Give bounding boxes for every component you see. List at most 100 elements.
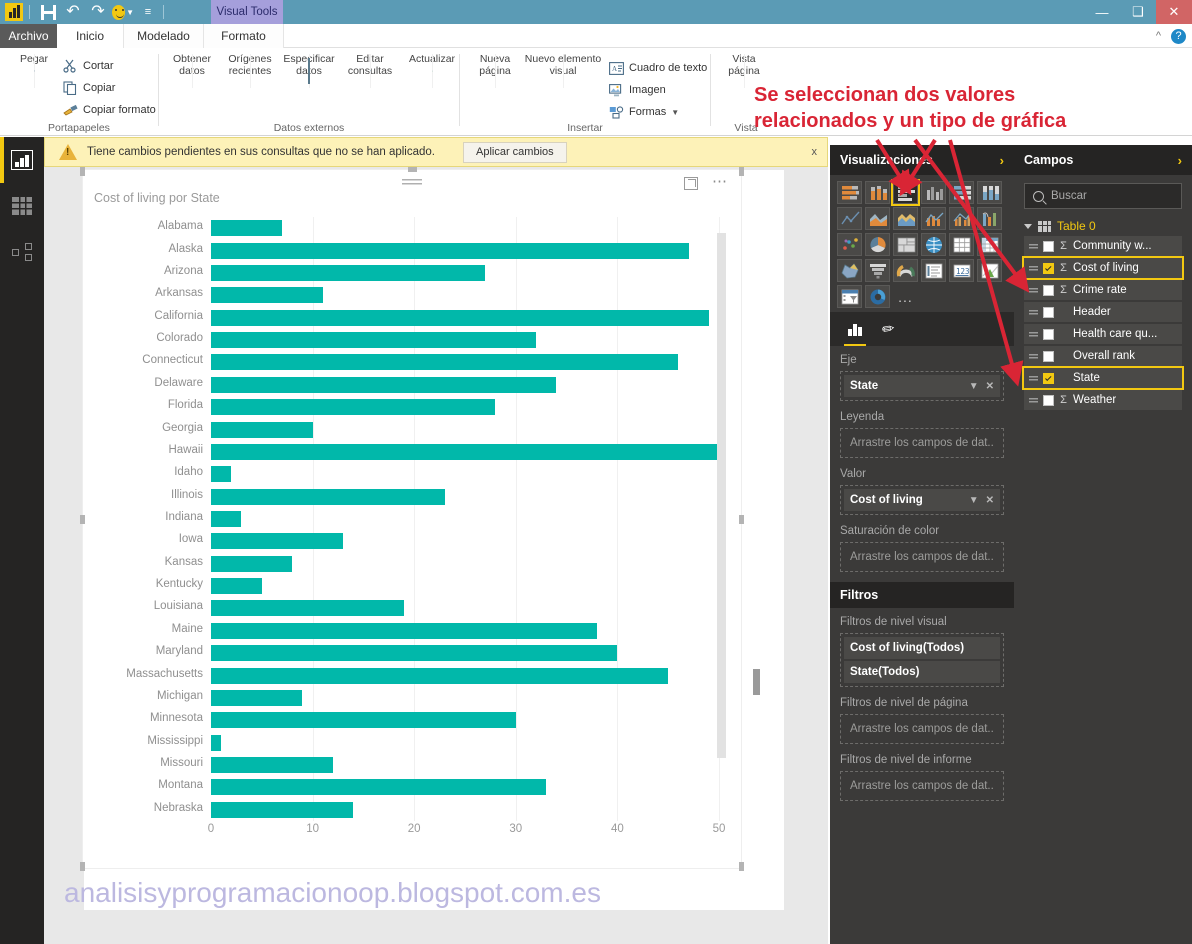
- well-chip[interactable]: Cost of living ▼ ✕: [844, 489, 1000, 511]
- recent-sources-button[interactable]: Orígenes recientes: [222, 53, 278, 88]
- edit-queries-button[interactable]: Editar consultas: [342, 53, 398, 88]
- bar[interactable]: [211, 734, 222, 751]
- viz-stacked-area-chart[interactable]: [893, 207, 918, 230]
- filter-chip[interactable]: Cost of living(Todos): [844, 637, 1000, 659]
- bar[interactable]: [211, 309, 709, 326]
- format-painter-button[interactable]: Copiar formato: [62, 102, 156, 118]
- search-input[interactable]: Buscar: [1024, 183, 1182, 209]
- filter-dropzone[interactable]: Arrastre los campos de dat..: [840, 714, 1004, 744]
- more-options-icon[interactable]: ⋯: [712, 173, 728, 190]
- well-chip-actions[interactable]: ▼ ✕: [969, 495, 994, 506]
- remove-field-icon[interactable]: ✕: [985, 494, 994, 506]
- chevron-right-icon[interactable]: ›: [999, 152, 1004, 168]
- customize-qat-icon[interactable]: ≡: [144, 5, 152, 18]
- field-checkbox[interactable]: [1043, 350, 1054, 362]
- focus-mode-icon[interactable]: [684, 177, 698, 190]
- new-visual-button[interactable]: Nuevo elemento visual: [522, 53, 604, 88]
- viz-scatter-chart[interactable]: [837, 233, 862, 256]
- drag-handle-icon[interactable]: [1029, 242, 1038, 250]
- table-node[interactable]: Table 0: [1024, 219, 1182, 233]
- tab-modelado[interactable]: Modelado: [124, 24, 204, 48]
- shapes-button[interactable]: Formas ▼: [608, 104, 679, 120]
- filter-dropzone[interactable]: Cost of living(Todos) State(Todos): [840, 633, 1004, 687]
- viz-line-clustered-column-chart[interactable]: [949, 207, 974, 230]
- resize-handle-bottom-left[interactable]: [80, 862, 85, 871]
- cut-button[interactable]: Cortar: [62, 58, 114, 74]
- tab-format[interactable]: ✏: [880, 312, 895, 346]
- well-dropzone[interactable]: Cost of living ▼ ✕: [840, 485, 1004, 515]
- viz-pie-chart[interactable]: [865, 233, 890, 256]
- save-icon[interactable]: [37, 2, 59, 22]
- bar[interactable]: [211, 399, 496, 416]
- image-button[interactable]: Imagen: [608, 82, 666, 98]
- bar[interactable]: [211, 466, 232, 483]
- textbox-button[interactable]: A Cuadro de texto: [608, 60, 707, 76]
- viz-area-chart[interactable]: [865, 207, 890, 230]
- drag-handle-icon[interactable]: [1029, 330, 1038, 338]
- tab-fields[interactable]: [844, 312, 865, 346]
- field-checkbox[interactable]: [1043, 284, 1054, 296]
- sidebar-item-report-view[interactable]: [0, 137, 44, 183]
- help-icon[interactable]: ?: [1171, 28, 1186, 44]
- field-checkbox[interactable]: [1043, 240, 1054, 252]
- tab-archivo[interactable]: Archivo: [0, 24, 57, 48]
- visual-menu-icon[interactable]: [402, 179, 422, 185]
- resize-handle-left[interactable]: [80, 515, 85, 524]
- viz-ribbon-chart[interactable]: [977, 207, 1002, 230]
- viz-slicer[interactable]: [837, 285, 862, 308]
- bar[interactable]: [211, 689, 303, 706]
- smiley-icon[interactable]: ▼: [112, 2, 134, 22]
- bar[interactable]: [211, 376, 557, 393]
- field-row[interactable]: Header: [1024, 302, 1182, 322]
- bar[interactable]: [211, 555, 293, 572]
- viz-treemap[interactable]: [893, 233, 918, 256]
- sidebar-item-relationships-view[interactable]: [0, 229, 44, 275]
- more-visuals-icon[interactable]: ...: [898, 288, 913, 305]
- sidebar-item-data-view[interactable]: [0, 183, 44, 229]
- restore-button[interactable]: ❑: [1132, 4, 1144, 19]
- field-row[interactable]: Σ Community w...: [1024, 236, 1182, 256]
- tab-formato[interactable]: Formato: [204, 24, 284, 48]
- bar[interactable]: [211, 757, 333, 774]
- copy-button[interactable]: Copiar: [62, 80, 115, 96]
- bar[interactable]: [211, 622, 598, 639]
- well-dropzone[interactable]: Arrastre los campos de dat..: [840, 542, 1004, 572]
- field-row[interactable]: Σ Crime rate: [1024, 280, 1182, 300]
- bar[interactable]: [211, 264, 486, 281]
- tab-inicio[interactable]: Inicio: [57, 24, 124, 48]
- close-icon[interactable]: x: [811, 146, 818, 158]
- field-checkbox[interactable]: [1043, 328, 1054, 340]
- bar[interactable]: [211, 488, 445, 505]
- resize-handle-top-left[interactable]: [80, 167, 85, 176]
- bar[interactable]: [211, 667, 669, 684]
- bar[interactable]: [211, 443, 719, 460]
- redo-icon[interactable]: ↷: [91, 3, 105, 20]
- bar[interactable]: [211, 712, 516, 729]
- remove-field-icon[interactable]: ✕: [985, 380, 994, 392]
- new-page-button[interactable]: Nueva página: [467, 53, 523, 88]
- bar[interactable]: [211, 578, 262, 595]
- viz-line-stacked-column-chart[interactable]: [921, 207, 946, 230]
- refresh-button[interactable]: Actualizar: [404, 53, 460, 88]
- well-dropzone[interactable]: Arrastre los campos de dat..: [840, 428, 1004, 458]
- bar[interactable]: [211, 779, 547, 796]
- field-row[interactable]: State: [1022, 366, 1184, 390]
- minimize-button[interactable]: —: [1095, 4, 1109, 20]
- viz-gauge[interactable]: [893, 259, 918, 282]
- field-checkbox[interactable]: [1043, 306, 1054, 318]
- chevron-right-icon[interactable]: ›: [1177, 152, 1182, 168]
- bar[interactable]: [211, 600, 405, 617]
- bar[interactable]: [211, 287, 323, 304]
- viz-stacked-column-chart[interactable]: [865, 181, 890, 204]
- well-chip-actions[interactable]: ▼ ✕: [969, 381, 994, 392]
- viz-card[interactable]: 123: [949, 259, 974, 282]
- chevron-down-icon[interactable]: ▼: [968, 494, 979, 506]
- chart-scrollbar-thumb[interactable]: [753, 669, 760, 695]
- bar[interactable]: [211, 533, 344, 550]
- resize-handle-top-right[interactable]: [739, 167, 744, 176]
- apply-changes-button[interactable]: Aplicar cambios: [463, 141, 567, 163]
- close-button[interactable]: ✕: [1156, 0, 1192, 24]
- bar-chart-visual[interactable]: ⋯ Cost of living por State Alabama Alaska…: [80, 167, 760, 871]
- viz-filled-map[interactable]: [837, 259, 862, 282]
- resize-handle-top[interactable]: [408, 167, 417, 172]
